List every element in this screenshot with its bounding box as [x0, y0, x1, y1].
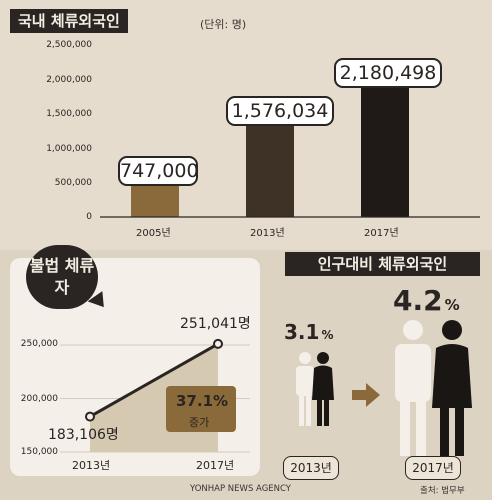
person-icon — [395, 320, 431, 456]
annotation-pct: 37.1% — [176, 392, 229, 410]
agency-credit: YONHAP NEWS AGENCY — [190, 484, 291, 494]
x-tick-label: 2017년 — [196, 459, 235, 472]
ratio-2013-unit: % — [321, 328, 334, 342]
person-icon — [312, 352, 334, 426]
line-value-2013: 183,106명 — [48, 427, 119, 443]
person-icon — [296, 352, 314, 426]
ratio-2013-value: 3.1 — [284, 320, 320, 344]
year-badge-2017: 2017년 — [405, 456, 461, 480]
y-tick-label: 2,500,000 — [46, 40, 92, 50]
bar-chart — [100, 66, 480, 218]
x-tick-label: 2013년 — [72, 459, 111, 472]
y-tick-label: 1,500,000 — [46, 109, 92, 119]
series-line — [89, 342, 219, 418]
annotation-label: 증가 — [189, 416, 210, 429]
ratio-2017: 4.2% — [393, 284, 460, 317]
ratio-2017-value: 4.2 — [393, 284, 443, 317]
bar-2017년 — [361, 66, 409, 217]
page-title: 국내 체류외국인 — [10, 9, 128, 33]
line-point-2013년 — [85, 411, 95, 422]
y-tick-label: 250,000 — [20, 339, 58, 349]
value-label: 747,000 — [118, 156, 199, 186]
bar-2013년 — [246, 108, 294, 217]
line-point-2017년 — [213, 338, 223, 349]
y-tick-label: 1,000,000 — [46, 144, 92, 154]
unit-label: (단위: 명) — [200, 18, 247, 31]
y-tick-label: 500,000 — [54, 178, 92, 188]
ratio-2017-unit: % — [444, 296, 460, 314]
y-tick-label: 2,000,000 — [46, 75, 92, 85]
illegal-stay-badge: 불법 체류자 — [26, 245, 98, 309]
illegal-stay-title: 불법 체류자 — [29, 256, 95, 297]
x-tick-label: 2005년 — [136, 228, 171, 239]
x-tick-label: 2013년 — [250, 228, 285, 239]
source-credit: 출처: 법무부 — [420, 486, 465, 496]
arrow-icon — [352, 383, 380, 407]
ratio-2013: 3.1% — [284, 320, 333, 344]
y-tick-label: 200,000 — [20, 394, 58, 404]
person-icon — [432, 320, 472, 456]
value-label: 2,180,498 — [334, 58, 442, 88]
ratio-title: 인구대비 체류외국인 — [285, 252, 480, 276]
x-tick-label: 2017년 — [364, 228, 399, 239]
y-tick-label: 150,000 — [20, 447, 58, 457]
line-value-2017: 251,041명 — [180, 316, 251, 332]
annotation-box — [166, 386, 236, 432]
y-tick-label: 0 — [86, 212, 92, 222]
year-badge-2013: 2013년 — [283, 456, 339, 480]
value-label: 1,576,034 — [226, 96, 334, 126]
